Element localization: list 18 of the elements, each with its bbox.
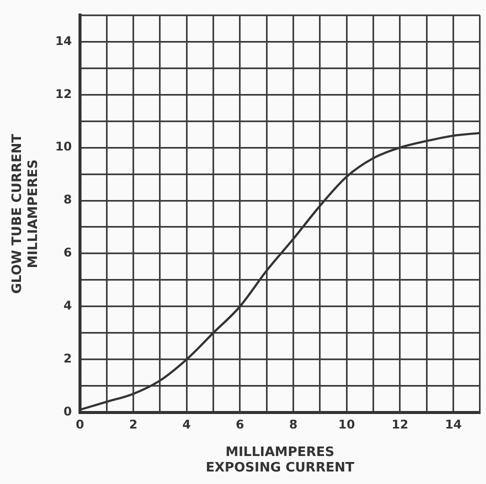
x-tick-label: 10 (338, 418, 355, 432)
x-tick-label: 8 (289, 418, 298, 432)
x-tick-label: 2 (129, 418, 138, 432)
y-tick-label: 2 (64, 352, 72, 366)
x-tick-label: 12 (392, 418, 408, 432)
y-tick-label: 6 (64, 246, 72, 260)
x-tick-label: 6 (236, 418, 244, 432)
x-axis-title: MILLIAMPERES EXPOSING CURRENT (206, 444, 354, 476)
y-axis-title: GLOW TUBE CURRENT MILLIAMPERES (10, 134, 41, 294)
y-tick-label: 14 (55, 34, 72, 48)
x-tick-label: 0 (76, 418, 84, 432)
y-tick-label: 12 (55, 86, 72, 101)
y-tick-label: 8 (64, 192, 72, 207)
y-tick-label: 0 (64, 404, 72, 419)
y-tick-label: 10 (55, 140, 72, 154)
x-tick-label: 4 (182, 418, 191, 432)
y-tick-label: 4 (64, 298, 72, 313)
x-tick-label: 14 (444, 418, 462, 432)
